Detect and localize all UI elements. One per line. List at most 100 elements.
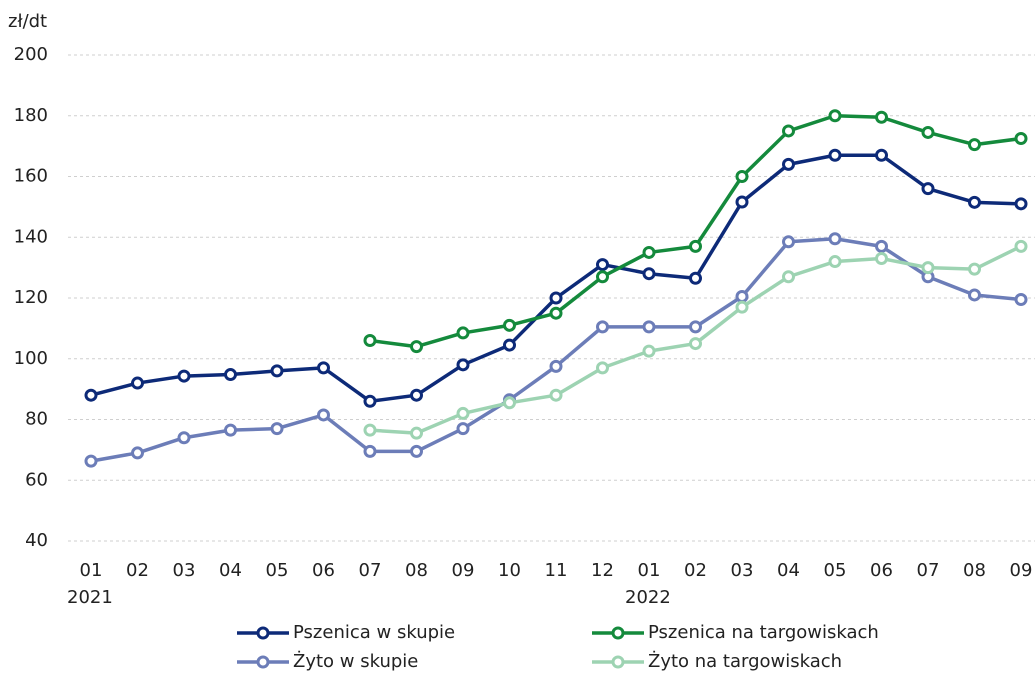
point-marker <box>828 148 842 162</box>
point-marker <box>549 388 563 402</box>
point-marker <box>968 262 981 276</box>
point-marker <box>735 289 749 303</box>
legend-swatch-marker <box>611 626 625 640</box>
point-marker <box>84 454 98 468</box>
x-tick-label: 11 <box>545 560 568 581</box>
x-tick-label: 07 <box>359 560 382 581</box>
point-marker <box>689 271 702 285</box>
x-tick-label: 12 <box>591 560 614 581</box>
x-tick-label: 05 <box>824 560 847 581</box>
point-marker <box>363 334 377 348</box>
point-marker <box>642 320 656 334</box>
point-marker <box>828 255 842 269</box>
y-tick-label: 80 <box>25 409 48 430</box>
point-marker <box>410 340 423 354</box>
point-marker <box>177 369 191 383</box>
x-tick-label: 06 <box>312 560 335 581</box>
x-tick-label: 10 <box>498 560 521 581</box>
point-marker <box>875 148 888 162</box>
series-line <box>369 114 1022 349</box>
x-tick-label: 02 <box>684 560 707 581</box>
point-marker <box>596 361 609 375</box>
y-axis-label: zł/dt <box>8 11 47 32</box>
point-marker <box>456 406 470 420</box>
point-marker <box>968 138 981 152</box>
point-marker <box>456 326 470 340</box>
x-tick-label: 08 <box>405 560 428 581</box>
point-marker <box>317 361 330 375</box>
point-marker <box>875 239 888 253</box>
x-tick-label: 03 <box>173 560 196 581</box>
x-tick-label: 03 <box>731 560 754 581</box>
point-marker <box>689 320 702 334</box>
point-marker <box>968 288 981 302</box>
y-tick-label: 120 <box>14 287 48 308</box>
point-marker <box>782 235 795 249</box>
legend-label: Żyto w skupie <box>293 651 418 672</box>
y-tick-label: 40 <box>25 530 48 551</box>
point-marker <box>968 195 981 209</box>
point-marker <box>317 408 330 422</box>
point-marker <box>782 124 795 138</box>
y-tick-label: 180 <box>14 105 48 126</box>
legend-swatch-marker <box>256 626 270 640</box>
point-marker <box>828 109 842 123</box>
y-tick-label: 60 <box>25 469 48 490</box>
y-tick-label: 100 <box>14 348 48 369</box>
legend-swatch-marker <box>611 655 625 669</box>
point-marker <box>224 423 237 437</box>
x-tick-label: 09 <box>1010 560 1033 581</box>
point-marker <box>270 422 284 436</box>
legend-label: Pszenica na targowiskach <box>648 622 879 643</box>
y-tick-label: 200 <box>14 44 48 65</box>
point-marker <box>549 359 563 373</box>
point-marker <box>131 446 144 460</box>
x-year-label: 2021 <box>67 587 113 608</box>
x-tick-label: 09 <box>452 560 475 581</box>
point-marker <box>410 388 423 402</box>
x-tick-label: 04 <box>777 560 800 581</box>
point-marker <box>642 344 656 358</box>
point-marker <box>224 368 237 382</box>
point-marker <box>642 245 656 259</box>
point-marker <box>596 270 609 284</box>
point-marker <box>735 195 749 209</box>
point-marker <box>1014 239 1028 253</box>
x-tick-label: 06 <box>870 560 893 581</box>
point-marker <box>642 267 656 281</box>
x-tick-label: 01 <box>638 560 661 581</box>
x-tick-label: 01 <box>80 560 103 581</box>
point-marker <box>503 338 516 352</box>
point-marker <box>735 300 749 314</box>
x-tick-label: 08 <box>963 560 986 581</box>
point-marker <box>828 232 842 246</box>
point-marker <box>363 394 377 408</box>
point-marker <box>689 337 702 351</box>
legend-label: Pszenica w skupie <box>293 622 455 643</box>
point-marker <box>596 258 609 272</box>
point-marker <box>549 291 563 305</box>
point-marker <box>1014 197 1028 211</box>
point-marker <box>410 444 423 458</box>
point-marker <box>410 426 423 440</box>
point-marker <box>921 182 935 196</box>
point-marker <box>735 170 749 183</box>
point-marker <box>503 396 516 410</box>
x-year-label: 2022 <box>625 587 671 608</box>
point-marker <box>875 252 888 266</box>
point-marker <box>270 364 284 378</box>
point-marker <box>456 358 470 372</box>
point-marker <box>1014 132 1028 146</box>
point-marker <box>596 320 609 334</box>
point-marker <box>875 110 888 124</box>
y-tick-label: 160 <box>14 166 48 187</box>
x-tick-label: 07 <box>917 560 940 581</box>
point-marker <box>503 318 516 332</box>
point-marker <box>84 388 98 402</box>
legend-swatch-marker <box>256 655 270 669</box>
point-marker <box>363 423 377 437</box>
point-marker <box>177 431 191 445</box>
y-tick-label: 140 <box>14 226 48 247</box>
point-marker <box>131 376 144 390</box>
